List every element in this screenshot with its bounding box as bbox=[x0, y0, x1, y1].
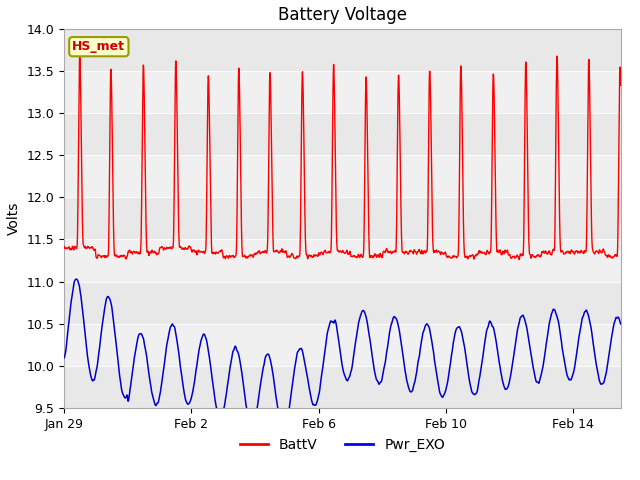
Bar bbox=[64, 240, 621, 282]
Y-axis label: Volts: Volts bbox=[7, 202, 21, 235]
Bar bbox=[64, 71, 621, 113]
Bar bbox=[64, 155, 621, 197]
Legend: BattV, Pwr_EXO: BattV, Pwr_EXO bbox=[234, 432, 451, 458]
Bar bbox=[64, 324, 621, 366]
Bar bbox=[64, 113, 621, 155]
Bar bbox=[64, 282, 621, 324]
Text: HS_met: HS_met bbox=[72, 40, 125, 53]
Bar bbox=[64, 197, 621, 240]
Bar bbox=[64, 29, 621, 71]
Title: Battery Voltage: Battery Voltage bbox=[278, 6, 407, 24]
Bar bbox=[64, 366, 621, 408]
